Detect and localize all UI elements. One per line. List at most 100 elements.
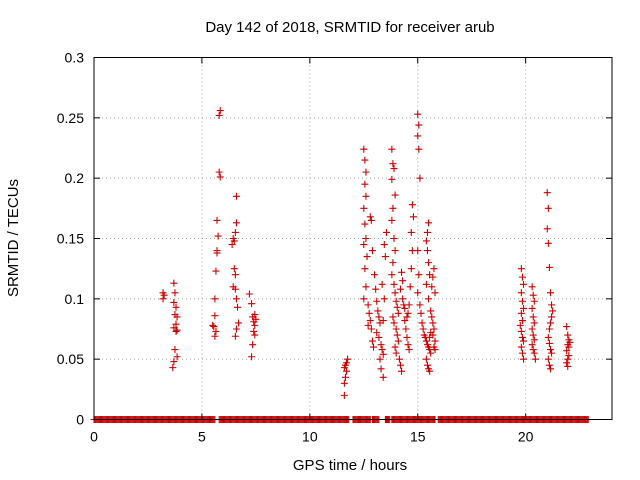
data-point — [520, 337, 528, 345]
data-point — [430, 325, 438, 333]
data-point — [380, 295, 388, 303]
data-point — [394, 309, 402, 317]
data-point — [528, 283, 536, 291]
data-point — [245, 290, 253, 298]
data-point — [360, 241, 368, 249]
data-point — [377, 365, 385, 373]
data-point — [564, 355, 572, 363]
data-point — [564, 331, 572, 339]
data-point — [377, 341, 385, 349]
data-points — [159, 107, 574, 399]
data-point — [364, 321, 372, 329]
data-point — [427, 329, 435, 337]
data-point — [395, 355, 403, 363]
data-point — [173, 353, 181, 361]
data-point — [414, 110, 422, 118]
data-point — [362, 235, 370, 242]
data-point — [529, 331, 537, 339]
y-tick-label: 0.15 — [57, 231, 84, 247]
data-point — [428, 283, 436, 291]
data-point — [545, 339, 553, 347]
data-point — [548, 349, 556, 357]
data-point — [373, 297, 381, 305]
data-point — [423, 247, 431, 255]
data-point — [250, 327, 258, 335]
data-point — [216, 107, 224, 115]
data-point — [520, 280, 528, 288]
data-point — [391, 191, 399, 199]
data-point — [361, 265, 369, 273]
data-point — [172, 303, 180, 311]
data-point — [248, 300, 256, 308]
data-point — [401, 304, 409, 312]
data-point — [545, 325, 553, 333]
data-point — [399, 295, 407, 303]
data-point — [518, 349, 526, 357]
data-point — [422, 355, 430, 363]
data-point — [419, 325, 427, 333]
data-point — [231, 228, 239, 236]
data-point — [361, 156, 369, 164]
y-tick-label: 0.3 — [65, 50, 85, 66]
data-point — [407, 228, 415, 236]
data-point — [172, 327, 180, 335]
data-point — [398, 367, 406, 375]
data-point — [565, 343, 573, 351]
data-point — [545, 361, 553, 369]
data-point — [366, 317, 374, 325]
data-point — [389, 259, 397, 267]
data-point — [431, 289, 439, 297]
data-point — [389, 160, 397, 168]
data-point — [391, 247, 399, 255]
data-point — [530, 319, 538, 327]
data-point — [520, 355, 528, 363]
data-point — [563, 359, 571, 367]
data-point — [414, 132, 422, 140]
data-point — [407, 265, 415, 273]
data-point — [549, 307, 557, 315]
data-point — [361, 220, 369, 228]
data-point — [365, 309, 373, 317]
data-point — [546, 319, 554, 327]
y-axis-ticks: 0 0.05 0.1 0.15 0.2 0.25 0.3 — [57, 50, 612, 428]
data-point — [232, 219, 240, 227]
data-point — [376, 355, 384, 363]
data-point — [209, 321, 217, 329]
data-point — [396, 285, 404, 293]
data-point — [160, 291, 168, 299]
data-point — [546, 289, 554, 297]
x-tick-label: 15 — [410, 429, 426, 445]
data-point — [530, 349, 538, 357]
data-point — [409, 213, 417, 221]
data-point — [362, 168, 370, 176]
data-point — [544, 355, 552, 363]
data-point — [364, 301, 372, 309]
data-point — [171, 289, 179, 297]
data-point — [248, 353, 256, 361]
data-point — [564, 362, 572, 370]
data-point — [382, 228, 390, 236]
data-point — [393, 303, 401, 311]
data-point — [170, 358, 178, 366]
data-point — [363, 253, 371, 261]
data-point — [546, 365, 554, 373]
data-point — [518, 333, 526, 341]
data-point — [216, 173, 224, 181]
data-point — [427, 349, 435, 357]
data-point — [425, 219, 433, 227]
data-point — [563, 347, 571, 355]
data-point — [416, 174, 424, 182]
data-point — [360, 295, 368, 303]
data-point — [517, 343, 525, 351]
data-point — [566, 338, 574, 346]
data-point — [230, 265, 238, 273]
data-point — [378, 346, 386, 354]
data-point — [367, 216, 375, 224]
data-point — [388, 216, 396, 224]
data-point — [235, 319, 243, 327]
data-point — [231, 271, 239, 279]
data-point — [391, 289, 399, 297]
data-point — [212, 267, 220, 275]
x-axis-ticks: 0 5 10 15 20 — [90, 57, 534, 445]
data-point — [341, 373, 349, 381]
